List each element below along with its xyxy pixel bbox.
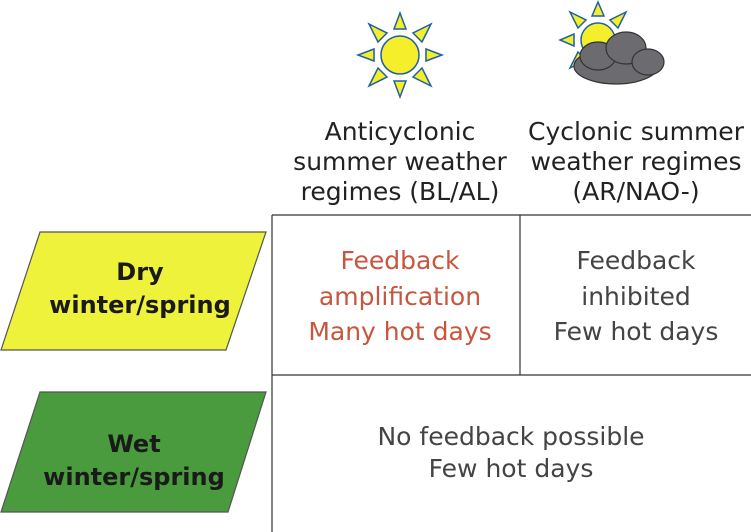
column-header: Anticyclonic [325, 117, 476, 146]
column-header: (AR/NAO-) [572, 177, 699, 206]
column-header: regimes (BL/AL) [301, 177, 500, 206]
row-label: Wet [107, 430, 160, 458]
cell-text: Many hot days [308, 317, 491, 346]
cell-text: inhibited [581, 282, 690, 311]
row-label: winter/spring [49, 291, 231, 319]
column-header: summer weather [293, 147, 507, 176]
cell-text: No feedback possible [377, 422, 644, 451]
cell-text: Few hot days [554, 317, 719, 346]
sun-icon [355, 10, 445, 100]
column-header: Cyclonic summer [528, 117, 745, 146]
cell-text: Few hot days [429, 454, 594, 483]
cell-text: Feedback [576, 246, 696, 275]
row-label: winter/spring [43, 463, 225, 491]
row-label-shape [0, 231, 267, 351]
cell-text: amplification [319, 282, 481, 311]
column-header: weather regimes [530, 147, 741, 176]
cell-text: Feedback [340, 246, 460, 275]
row-label-shape [0, 391, 267, 513]
row-label: Dry [116, 258, 164, 286]
sun-cloud-icon [558, 0, 665, 85]
